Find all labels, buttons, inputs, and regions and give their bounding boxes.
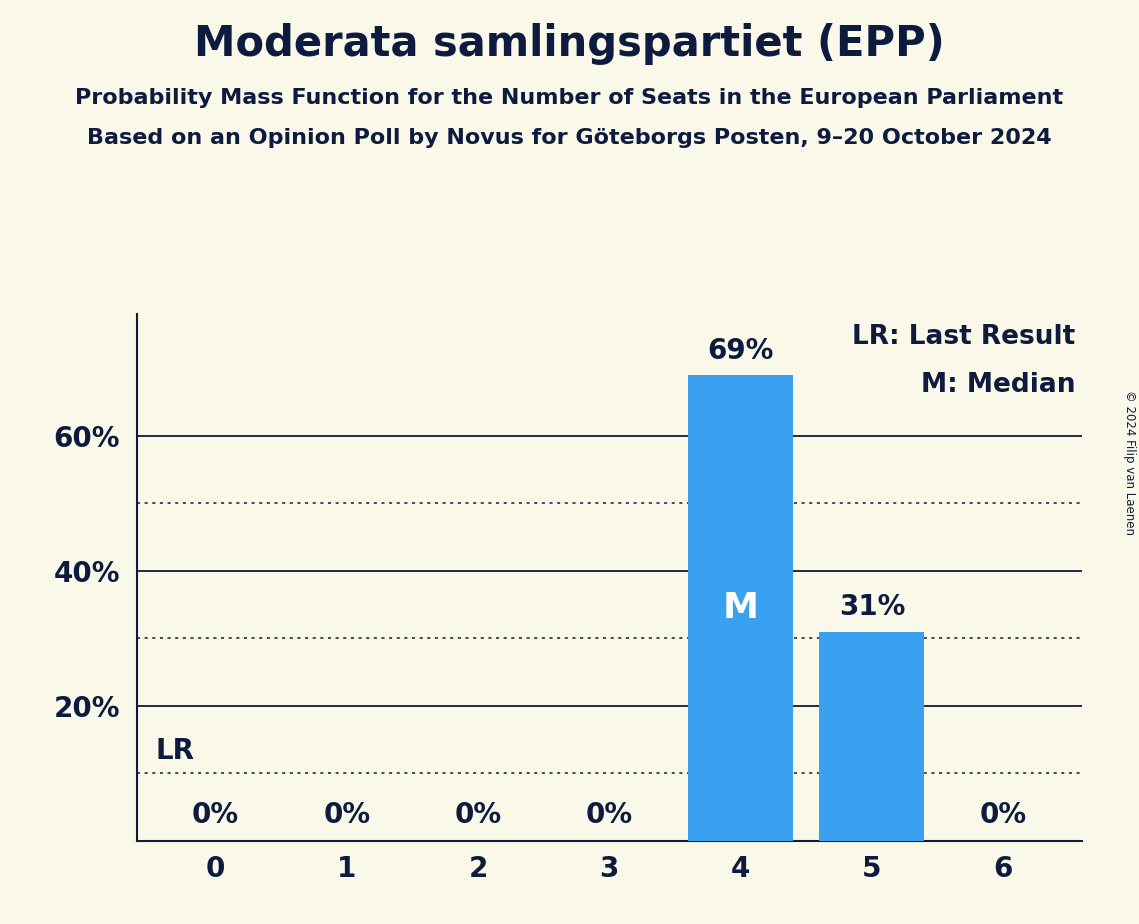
Text: Probability Mass Function for the Number of Seats in the European Parliament: Probability Mass Function for the Number… <box>75 88 1064 108</box>
Bar <box>819 631 925 841</box>
Text: LR: Last Result: LR: Last Result <box>852 324 1075 350</box>
Text: 0%: 0% <box>585 801 633 829</box>
Text: © 2024 Filip van Laenen: © 2024 Filip van Laenen <box>1123 390 1137 534</box>
Text: 31%: 31% <box>838 593 906 622</box>
Text: 0%: 0% <box>323 801 370 829</box>
Text: Based on an Opinion Poll by Novus for Göteborgs Posten, 9–20 October 2024: Based on an Opinion Poll by Novus for Gö… <box>88 128 1051 148</box>
Text: 0%: 0% <box>980 801 1027 829</box>
Text: M: Median: M: Median <box>921 371 1075 397</box>
Bar <box>688 375 793 841</box>
Text: 0%: 0% <box>191 801 239 829</box>
Text: Moderata samlingspartiet (EPP): Moderata samlingspartiet (EPP) <box>194 23 945 65</box>
Text: LR: LR <box>156 737 195 765</box>
Text: 0%: 0% <box>454 801 501 829</box>
Text: 69%: 69% <box>707 337 773 365</box>
Text: M: M <box>722 590 759 625</box>
